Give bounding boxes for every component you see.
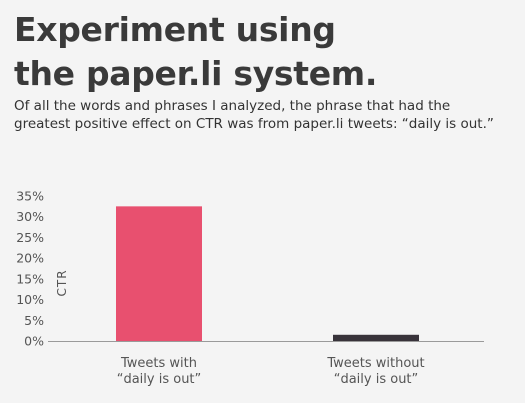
page-title: Experiment using the paper.li system. — [14, 8, 377, 96]
y-tick-label: 20% — [16, 251, 44, 266]
y-tick-label: 15% — [16, 271, 44, 286]
bar — [116, 206, 202, 341]
title-line-2: the paper.li system. — [14, 54, 378, 93]
intro-text: Of all the words and phrases I analyzed,… — [14, 98, 494, 132]
y-tick-label: 5% — [24, 313, 44, 328]
bar — [333, 334, 419, 341]
y-tick-label: 25% — [16, 230, 44, 245]
y-tick-label: 0% — [24, 334, 44, 349]
y-axis-title: CTR — [55, 269, 69, 296]
title-line-1: Experiment using — [14, 10, 336, 49]
x-tick-label: Tweets without — [326, 356, 424, 371]
x-tick-label: “daily is out” — [334, 372, 419, 387]
y-tick-label: 10% — [16, 292, 44, 307]
x-tick-label: Tweets with — [120, 356, 197, 371]
y-tick-label: 30% — [16, 209, 44, 224]
x-tick-label: “daily is out” — [117, 372, 202, 387]
y-tick-label: 35% — [16, 189, 44, 204]
